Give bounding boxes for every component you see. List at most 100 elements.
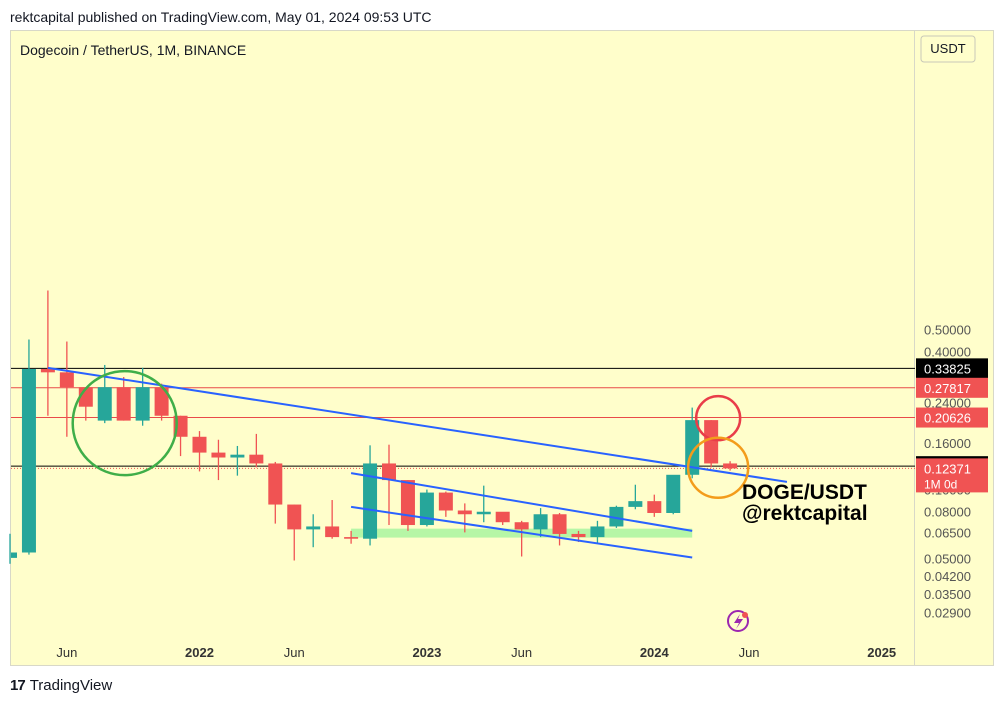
publish-header: rektcapital published on TradingView.com…: [10, 9, 432, 25]
x-tick-label: 2022: [185, 645, 214, 660]
candle-2022-09[interactable]: [344, 530, 359, 544]
candle-2024-01[interactable]: [647, 494, 662, 517]
candle-body: [11, 552, 17, 558]
candle-2021-10[interactable]: [135, 367, 150, 426]
candle-2023-02[interactable]: [438, 491, 453, 517]
candle-2022-05[interactable]: [268, 461, 283, 524]
candle-2022-06[interactable]: [287, 504, 302, 561]
candle-body: [647, 501, 662, 513]
candle-body: [571, 533, 586, 538]
candle-body: [533, 514, 548, 530]
candle-2023-04[interactable]: [476, 485, 491, 523]
chart-title: Dogecoin / TetherUS, 1M, BINANCE: [20, 42, 246, 58]
level-label-text: 0.20626: [924, 411, 971, 426]
candle-body: [135, 387, 150, 421]
trendline-2[interactable]: [350, 505, 693, 559]
candle-body: [268, 463, 283, 505]
last-price-value: 0.12371: [924, 461, 971, 476]
candle-2021-04[interactable]: [21, 339, 36, 555]
candle-body: [476, 511, 491, 515]
candle-body: [192, 436, 207, 453]
candle-body: [495, 511, 510, 523]
x-tick-label: 2023: [412, 645, 441, 660]
candle-2023-10[interactable]: [590, 520, 605, 544]
level-label-bg: [916, 358, 988, 379]
x-tick-label: Jun: [284, 645, 305, 660]
candle-2022-04[interactable]: [249, 433, 264, 468]
candle-body: [590, 526, 605, 538]
candle-2023-06[interactable]: [514, 520, 529, 557]
last-price-bg: [916, 458, 988, 493]
candle-body: [211, 452, 226, 458]
candle-2022-01[interactable]: [192, 431, 207, 472]
candle-2023-01[interactable]: [419, 489, 434, 527]
y-tick-label: 0.50000: [924, 322, 971, 337]
candle-body: [287, 504, 302, 530]
candle-body: [723, 463, 738, 469]
candle-body: [438, 492, 453, 511]
candle-body: [514, 522, 529, 530]
candle-body: [400, 480, 415, 526]
candle-2023-05[interactable]: [495, 511, 510, 526]
candle-body: [230, 454, 245, 458]
candle-body: [363, 463, 378, 539]
y-tick-label: 0.40000: [924, 345, 971, 360]
candle-2021-03[interactable]: [9, 533, 17, 564]
footer: 17 TradingView: [10, 677, 112, 694]
candle-2021-11[interactable]: [154, 383, 169, 421]
x-tick-label: 2025: [867, 645, 896, 660]
candle-body: [97, 387, 112, 421]
y-tick-label: 0.16000: [924, 436, 971, 451]
trendline-1[interactable]: [350, 472, 693, 532]
candle-2024-02[interactable]: [666, 474, 681, 515]
candle-body: [666, 474, 681, 513]
highlight-circle-0[interactable]: [71, 369, 178, 477]
candle-2024-05[interactable]: [723, 461, 738, 471]
candle-2023-07[interactable]: [533, 508, 548, 538]
candle-2024-04[interactable]: [704, 420, 719, 468]
candle-2023-03[interactable]: [457, 503, 472, 533]
annotation-line1: DOGE/USDT: [742, 481, 867, 504]
highlight-circle-2[interactable]: [686, 436, 750, 500]
chart-pane[interactable]: [10, 30, 915, 666]
candle-2023-08[interactable]: [552, 512, 567, 546]
y-tick-label: 0.02900: [924, 606, 971, 621]
lightning-icon[interactable]: [727, 610, 749, 632]
candle-2023-12[interactable]: [628, 484, 643, 510]
highlight-circle-1[interactable]: [694, 394, 742, 442]
price-scale[interactable]: [915, 30, 994, 666]
candle-body: [344, 537, 359, 539]
level-label-bg: [916, 377, 988, 398]
y-tick-label: 0.04200: [924, 569, 971, 584]
last-price-timer: 1M 0d: [924, 477, 957, 491]
candle-2022-10[interactable]: [363, 445, 378, 546]
level-label-text: 0.33825: [924, 361, 971, 376]
candle-2023-11[interactable]: [609, 505, 624, 528]
y-tick-label: 0.24000: [924, 395, 971, 410]
candle-2022-12[interactable]: [400, 480, 415, 531]
candle-2021-09[interactable]: [116, 377, 131, 421]
currency-button[interactable]: USDT: [920, 35, 976, 63]
candle-2022-03[interactable]: [230, 445, 245, 476]
candle-2021-06[interactable]: [59, 341, 74, 437]
x-tick-label: Jun: [511, 645, 532, 660]
candle-body: [306, 526, 321, 530]
candle-2022-02[interactable]: [211, 439, 226, 481]
candle-body: [249, 454, 264, 464]
candle-body: [457, 510, 472, 515]
candle-2021-05[interactable]: [40, 290, 55, 416]
candle-2022-07[interactable]: [306, 514, 321, 548]
candle-2022-08[interactable]: [325, 500, 340, 539]
candle-body: [628, 501, 643, 507]
candle-body: [21, 369, 36, 553]
level-label-2: 0.20626: [916, 407, 988, 428]
x-tick-label: Jun: [739, 645, 760, 660]
level-label-text: 0.27817: [924, 381, 971, 396]
candle-body: [116, 387, 131, 421]
trendline-0[interactable]: [47, 366, 788, 483]
currency-label: USDT: [930, 41, 965, 56]
level-label-1: 0.27817: [916, 377, 988, 398]
y-tick-label: 0.03500: [924, 587, 971, 602]
candle-2021-07[interactable]: [78, 387, 93, 421]
